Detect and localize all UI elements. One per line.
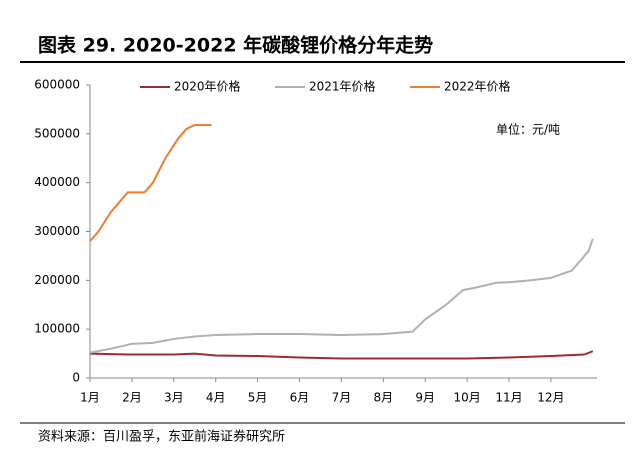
x-tick-label: 2月 [122,391,142,405]
x-tick-label: 12月 [537,391,564,405]
x-tick-label: 1月 [80,391,100,405]
x-tick-label: 6月 [290,391,310,405]
y-tick-label: 400000 [34,175,80,189]
y-tick-label: 0 [72,371,80,385]
series-line [89,124,212,242]
source-note: 资料来源：百川盈孚，东亚前海证券研究所 [38,429,285,445]
y-tick-label: 200000 [34,273,80,287]
series-line [89,238,594,354]
x-tick-label: 7月 [332,391,352,405]
y-tick-label: 100000 [34,322,80,336]
x-tick-label: 11月 [495,391,522,405]
x-tick-label: 4月 [206,391,226,405]
x-tick-label: 3月 [164,391,184,405]
unit-annotation: 单位：元/吨 [496,122,560,137]
y-tick-label: 500000 [34,126,80,140]
legend-label: 2020年价格 [174,79,241,94]
x-tick-label: 5月 [248,391,268,405]
x-tick-label: 10月 [453,391,480,405]
y-tick-label: 600000 [34,78,80,92]
y-tick-label: 300000 [34,224,80,238]
series-line [89,350,594,360]
legend-label: 2022年价格 [444,79,511,94]
x-tick-label: 9月 [415,391,435,405]
legend-label: 2021年价格 [309,79,376,94]
x-tick-label: 8月 [373,391,393,405]
chart-title: 图表 29. 2020-2022 年碳酸锂价格分年走势 [38,34,433,57]
